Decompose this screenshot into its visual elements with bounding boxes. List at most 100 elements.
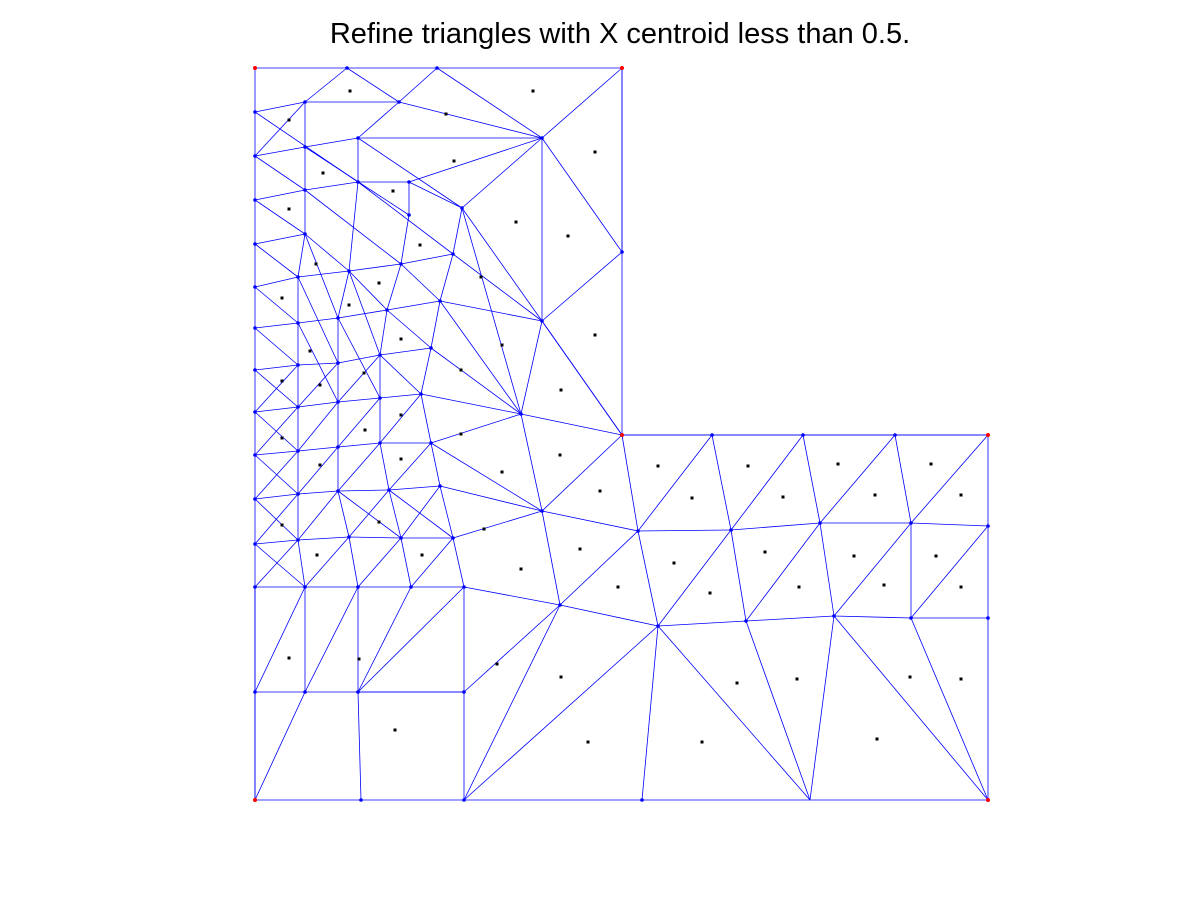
mesh-vertex [296,538,300,542]
mesh-edge [254,364,299,371]
mesh-edge [461,137,543,209]
mesh-edge [348,181,359,272]
centroid-marker [321,171,325,175]
mesh-vertex [356,585,360,589]
mesh-vertex [451,536,455,540]
mesh-edge [398,67,438,103]
mesh-edge [297,446,339,495]
mesh-edge [254,146,306,157]
mesh-vertex [253,326,257,330]
mesh-edge [463,604,561,801]
mesh-edge [337,397,381,403]
mesh-edge [463,586,561,606]
mesh-edge [388,485,441,491]
centroid-marker [795,677,799,681]
mesh-edge [420,393,432,444]
mesh-edge [337,490,402,539]
mesh-edge [439,253,454,302]
mesh-edge [254,327,299,366]
mesh-edge [819,434,896,524]
centroid-marker [459,368,463,372]
mesh-vertex [336,489,340,493]
mesh-vertex [303,690,307,694]
mesh-vertex [253,154,257,158]
mesh-edge [657,620,747,627]
mesh-edge [430,300,441,349]
mesh-edge [745,620,811,801]
centroid-marker [362,371,366,375]
centroid-marker [308,349,312,353]
centroid-marker [459,432,463,436]
mesh-edge [637,434,713,532]
mesh-edge [439,485,543,512]
mesh-edge [297,536,350,541]
mesh-vertex [462,690,466,694]
mesh-vertex [336,361,340,365]
centroid-marker [280,436,284,440]
centroid-marker [347,303,351,307]
mesh-edge [461,207,543,322]
centroid-marker [929,462,933,466]
mesh-edge [297,401,339,408]
centroid-marker [500,470,504,474]
centroid-marker [873,493,877,497]
centroid-marker [735,681,739,685]
centroid-marker [797,585,801,589]
mesh-edge [730,434,804,531]
centroid-marker [479,275,483,279]
mesh-edge [337,442,381,448]
mesh-edge [254,543,306,588]
mesh-edge [254,586,306,693]
mesh-edge [254,539,299,588]
mesh-vertex [462,798,466,802]
mesh-vertex [620,250,624,254]
corner-vertex [253,798,257,802]
centroid-marker [593,150,597,154]
mesh-edge [254,406,299,456]
centroid-marker [377,520,381,524]
mesh-edge [621,434,639,532]
mesh-vertex [347,269,351,273]
mesh-edge [254,276,299,288]
mesh-edge [436,67,543,139]
mesh-vertex [253,585,257,589]
mesh-edge [337,309,388,319]
mesh-vertex [253,497,257,501]
mesh-vertex [356,180,360,184]
mesh-edge [357,137,463,209]
mesh-edge [254,101,306,113]
mesh-edge [304,189,402,265]
mesh-edge [254,233,306,245]
centroid-marker [708,591,712,595]
centroid-marker [318,383,322,387]
mesh-vertex [345,66,349,70]
mesh-edge [357,101,400,139]
mesh-edge [410,537,454,588]
centroid-marker [280,523,284,527]
mesh-vertex [558,603,562,607]
mesh-edge [400,214,410,265]
mesh-vertex [986,616,990,620]
mesh-edge [379,309,388,356]
mesh-vertex [462,585,466,589]
mesh-edge [657,625,811,801]
centroid-marker [391,189,395,193]
mesh-edge [910,522,989,527]
mesh-edge [819,522,835,617]
centroid-marker [399,413,403,417]
mesh-edge [304,233,339,319]
mesh-vertex [451,252,455,256]
mesh-edge [520,413,623,436]
centroid-marker [852,554,856,558]
mesh-edge [400,485,441,539]
mesh-edge [337,270,350,319]
centroid-marker [593,333,597,337]
mesh-edge [559,604,659,627]
mesh-vertex [399,262,403,266]
mesh-edge [559,530,639,606]
centroid-marker [377,281,381,285]
centroid-marker [559,388,563,392]
mesh-edge [388,489,454,539]
mesh-edge [297,539,306,588]
